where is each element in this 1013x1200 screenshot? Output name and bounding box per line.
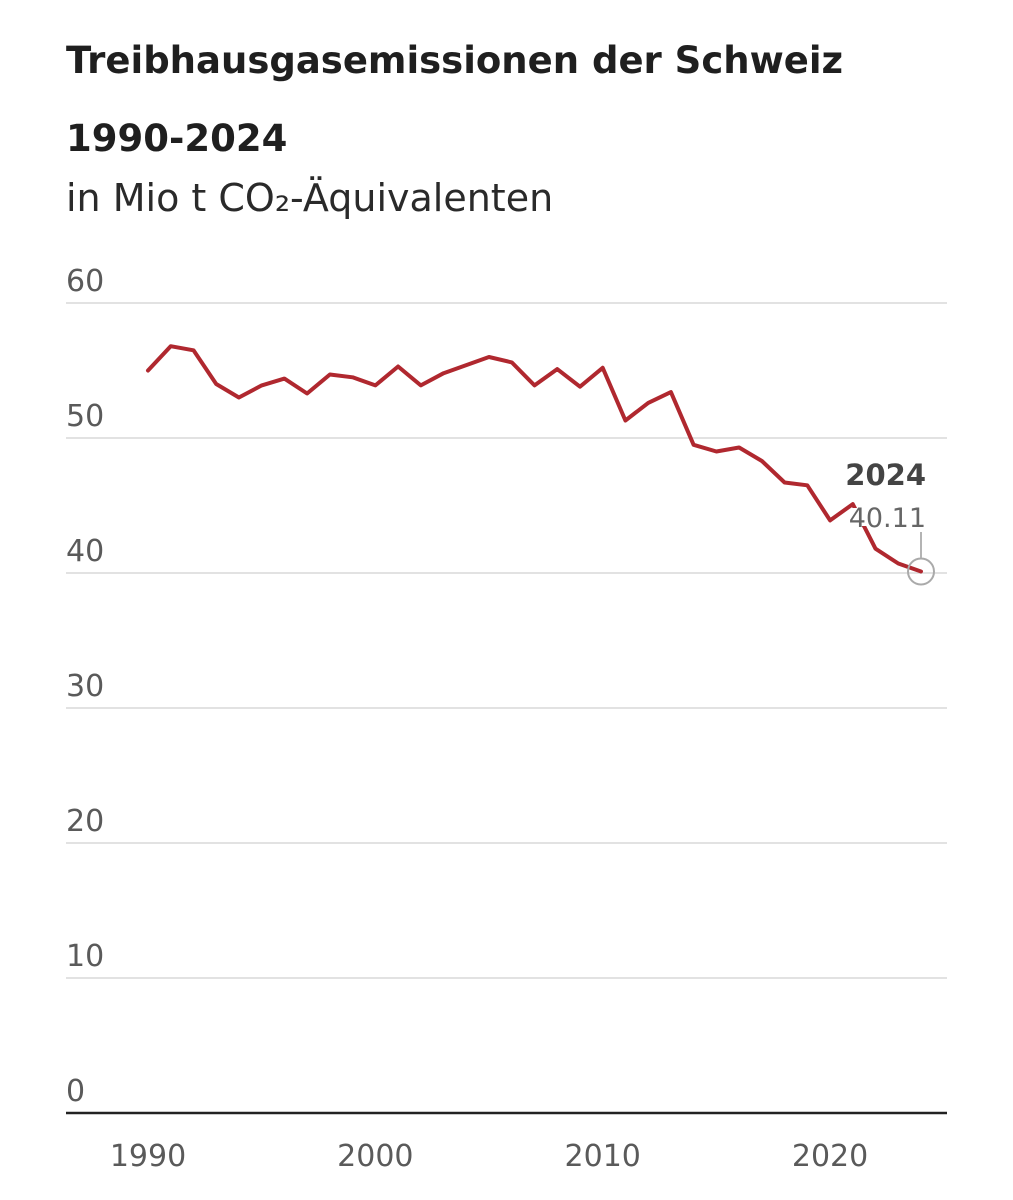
y-tick-label-30: 30 [66,669,104,704]
y-tick-label-10: 10 [66,939,104,974]
y-tick-label-40: 40 [66,534,104,569]
y-axis-ticks: 60 50 40 30 20 10 0 [66,264,104,1109]
x-tick-label-1990: 1990 [110,1139,186,1174]
chart-title-line-1: Treibhausgasemissionen der Schweiz [66,39,844,82]
y-tick-label-0: 0 [66,1074,85,1109]
y-tick-label-20: 20 [66,804,104,839]
grid [66,302,947,1115]
y-tick-label-50: 50 [66,399,104,434]
x-tick-label-2020: 2020 [792,1139,868,1174]
annotation: 2024 40.11 [845,458,935,586]
chart-title-line-2: 1990-2024 [66,117,288,160]
annotation-value: 40.11 [849,503,926,534]
series-layer [146,344,923,574]
annotation-year: 2024 [845,458,926,492]
series-line [146,344,923,574]
x-axis-ticks: 1990 2000 2010 2020 [110,1139,868,1174]
y-tick-label-60: 60 [66,264,104,299]
chart-title: Treibhausgasemissionen der Schweiz 1990-2… [66,22,966,178]
annotation-label-backdrop [852,508,880,526]
x-tick-label-2010: 2010 [565,1139,641,1174]
chart-subtitle: in Mio t CO₂-Äquivalenten [66,176,554,220]
x-tick-label-2000: 2000 [337,1139,413,1174]
annotation-marker [907,557,935,586]
